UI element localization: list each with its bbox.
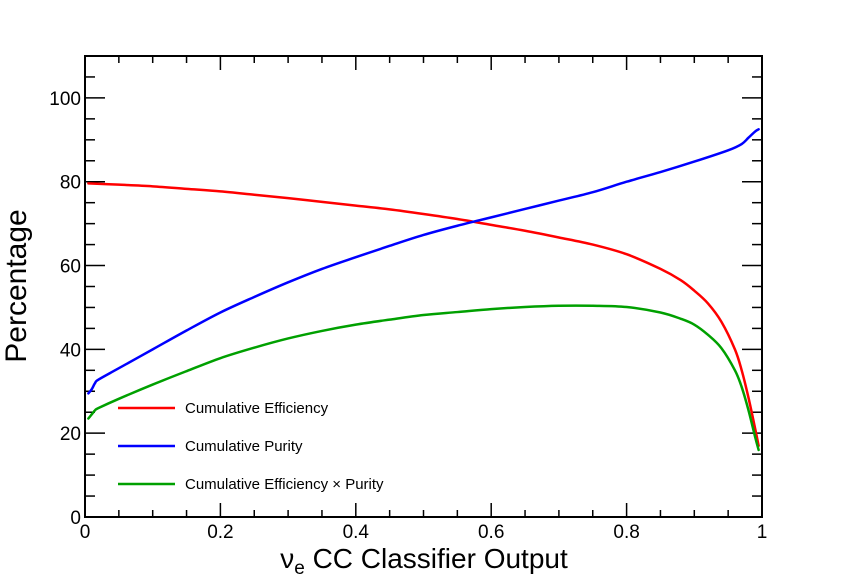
series-line-1 [87, 182, 760, 447]
y-tick-label: 20 [60, 424, 81, 445]
x-tick-label: 0.2 [207, 522, 233, 543]
series-line-3 [87, 304, 760, 452]
x-tick-label: 1 [757, 522, 768, 543]
y-tick-label: 0 [70, 508, 81, 529]
x-tick-label: 0.6 [478, 522, 504, 543]
x-tick-label: 0.4 [343, 522, 370, 543]
x-axis-title: νe CC Classifier Output [280, 543, 568, 574]
x-axis-title-subscript: e [294, 558, 305, 574]
series-lines [87, 128, 760, 452]
series-line-2 [87, 128, 760, 395]
y-axis-title: Percentage [0, 209, 33, 362]
y-tick-label: 100 [49, 89, 81, 110]
legend-label: Cumulative Purity [185, 438, 303, 455]
legend: Cumulative Efficiency Cumulative Purity Cu… [118, 400, 384, 493]
y-tick-label: 80 [60, 173, 81, 194]
legend-label: Cumulative Efficiency [185, 400, 329, 417]
axis-ticks [84, 55, 763, 518]
y-tick-label: 40 [60, 340, 81, 361]
y-tick-label: 60 [60, 257, 81, 278]
x-tick-label: 0.8 [613, 522, 639, 543]
x-axis-title-text: CC Classifier Output [305, 543, 568, 574]
legend-label: Cumulative Efficiency × Purity [185, 476, 384, 493]
x-axis-title-symbol: ν [280, 543, 294, 574]
x-tick-label: 0 [80, 522, 91, 543]
tick-labels: 0 0.2 0.4 0.6 0.8 1 0 20 40 60 80 100 [49, 89, 767, 543]
